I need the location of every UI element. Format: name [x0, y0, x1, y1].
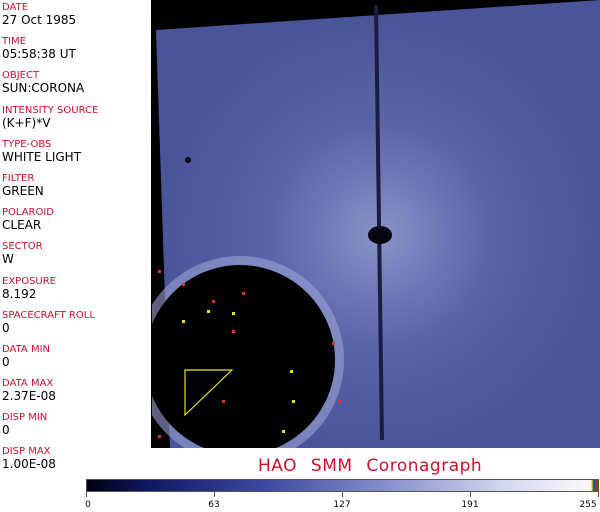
- field-label: EXPOSURE: [2, 275, 57, 287]
- field-data-min: DATA MIN 0: [0, 344, 151, 376]
- field-time: TIME 05:58:38 UT: [0, 36, 151, 68]
- field-label: DATA MIN: [2, 343, 50, 355]
- header-info-panel: DATE 27 Oct 1985 TIME 05:58:38 UT OBJECT SU…: [0, 0, 152, 471]
- field-spacecraft-roll: SPACECRAFT ROLL 0: [0, 310, 151, 342]
- field-type-obs: TYPE-OBS WHITE LIGHT: [0, 139, 151, 171]
- field-label: DISP MIN: [2, 412, 48, 424]
- colorbar: [86, 479, 599, 492]
- field-disp-min: DISP MIN 0: [0, 412, 151, 444]
- field-label: TYPE-OBS: [2, 138, 52, 150]
- field-disp-max: DISP MAX 1.00E-08: [0, 446, 151, 478]
- field-value: 2.37E-08: [2, 389, 56, 404]
- grid-dots-red: [158, 270, 341, 438]
- field-label: POLAROID: [2, 207, 55, 219]
- colorbar-tick: 0: [85, 500, 91, 510]
- colorbar-tick: 255: [579, 500, 597, 510]
- field-value: 05:58:38 UT: [2, 47, 76, 62]
- field-filter: FILTER GREEN: [0, 173, 151, 205]
- field-intensity-source: INTENSITY SOURCE (K+F)*V: [0, 105, 151, 137]
- field-label: SECTOR: [2, 241, 43, 253]
- occulter-pylon: [368, 226, 392, 244]
- field-label: SPACECRAFT ROLL: [2, 309, 95, 321]
- colorbar-tick: 191: [461, 500, 479, 510]
- field-label: TIME: [2, 36, 27, 48]
- field-value: W: [2, 252, 14, 267]
- field-date: DATE 27 Oct 1985: [0, 2, 151, 34]
- field-value: WHITE LIGHT: [2, 149, 82, 164]
- field-value: 0: [2, 423, 10, 438]
- field-value: SUN:CORONA: [2, 81, 85, 96]
- grid-dots-yellow: [182, 310, 295, 433]
- field-value: 27 Oct 1985: [2, 13, 77, 27]
- colorbar-tick: 63: [208, 500, 220, 510]
- field-value: GREEN: [2, 183, 44, 198]
- pylon-line: [374, 4, 384, 441]
- field-data-max: DATA MAX 2.37E-08: [0, 378, 151, 410]
- colorbar-tick: 127: [333, 500, 351, 510]
- field-label: INTENSITY SOURCE: [2, 104, 99, 116]
- image-title: HAO SMM Coronagraph: [258, 456, 483, 476]
- coronagraph-image: [152, 0, 600, 448]
- field-value: (K+F)*V: [2, 115, 51, 130]
- field-label: FILTER: [2, 172, 35, 184]
- field-sector: SECTOR W: [0, 241, 151, 273]
- field-label: DATE: [2, 2, 29, 13]
- field-label: DISP MAX: [2, 446, 51, 458]
- field-marker: [184, 369, 234, 417]
- field-exposure: EXPOSURE 8.192: [0, 276, 151, 308]
- field-label: OBJECT: [2, 70, 40, 82]
- field-value: 0: [2, 320, 10, 335]
- field-value: 0: [2, 354, 10, 369]
- field-value: 8.192: [2, 286, 37, 301]
- field-polaroid: POLAROID CLEAR: [0, 207, 151, 239]
- field-label: DATA MAX: [2, 378, 54, 390]
- field-value: 1.00E-08: [2, 457, 56, 472]
- field-value: CLEAR: [2, 218, 42, 233]
- field-object: OBJECT SUN:CORONA: [0, 70, 151, 102]
